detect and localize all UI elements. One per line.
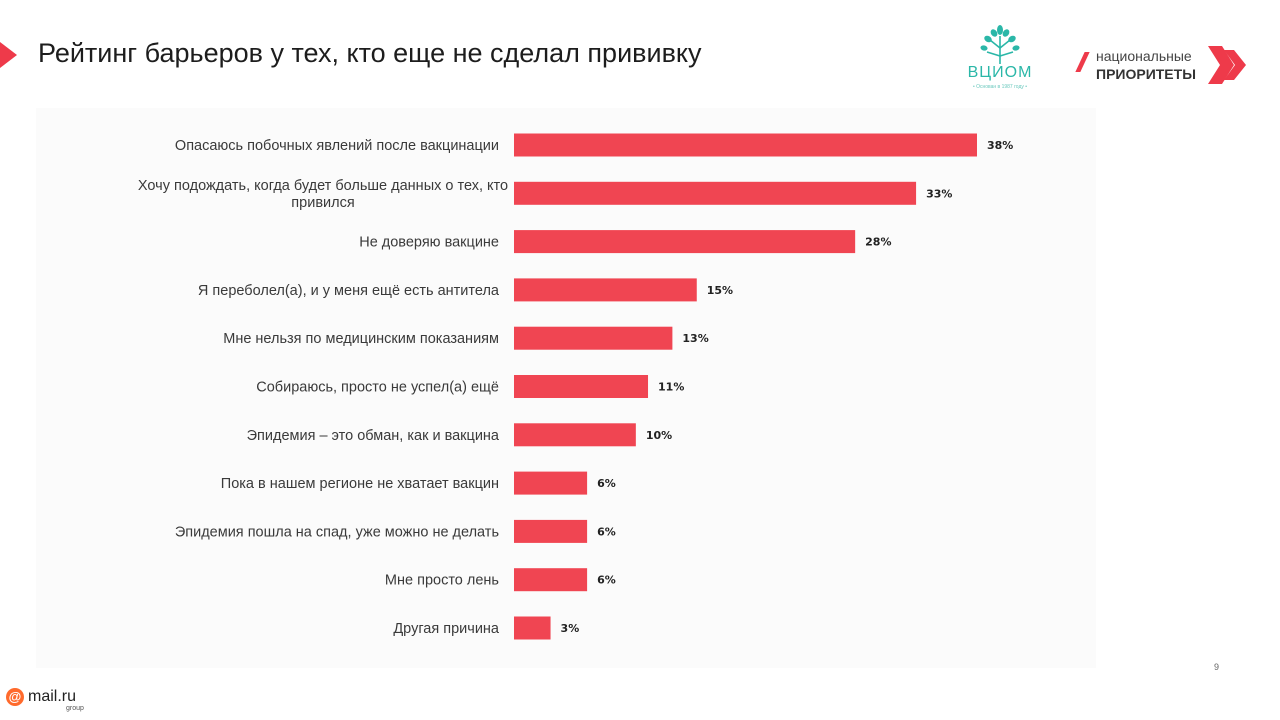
tree-icon [980, 25, 1020, 64]
national-priorities-line2: ПРИОРИТЕТЫ [1096, 66, 1196, 82]
national-priorities-line1: национальные [1096, 48, 1192, 64]
value-label-8: 6% [597, 525, 616, 538]
bar-3 [514, 278, 697, 302]
bar-7 [514, 471, 588, 495]
value-label-1: 33% [926, 187, 952, 200]
wciom-name: ВЦИОМ [967, 64, 1033, 81]
value-label-7: 6% [597, 477, 616, 490]
bar-8 [514, 519, 588, 543]
value-label-3: 15% [707, 284, 733, 297]
bar-6 [514, 423, 636, 447]
bar-10 [514, 616, 551, 640]
bar-1 [514, 181, 917, 205]
slide-title: Рейтинг барьеров у тех, кто еще не сдела… [38, 38, 702, 68]
slide-marker [0, 42, 17, 68]
national-priorities-logo: национальные ПРИОРИТЕТЫ [1075, 42, 1258, 90]
category-label-0: Опасаюсь побочных явлений после вакцинац… [175, 138, 499, 154]
category-label-2: Не доверяю вакцине [359, 235, 499, 251]
wciom-subtitle: • Основан в 1987 году • [972, 84, 1028, 90]
mailru-name: mail.ru [28, 688, 77, 705]
value-label-2: 28% [865, 236, 891, 249]
page-number: 9 [1214, 662, 1220, 672]
category-label-7: Пока в нашем регионе не хватает вакцин [221, 476, 499, 492]
value-label-6: 10% [646, 429, 672, 442]
bar-0 [514, 133, 977, 157]
category-label-3: Я переболел(а), и у меня ещё есть антите… [198, 283, 500, 299]
chart-panel: Опасаюсь побочных явлений после вакцинац… [36, 108, 1096, 668]
value-label-4: 13% [682, 332, 708, 345]
value-label-9: 6% [597, 574, 616, 587]
value-label-0: 38% [987, 139, 1013, 152]
category-label-6: Эпидемия – это обман, как и вакцина [247, 428, 500, 444]
category-label-9: Мне просто лень [385, 573, 499, 589]
bar-2 [514, 230, 856, 254]
wciom-logo: ВЦИОМ • Основан в 1987 году • [948, 22, 1052, 102]
category-label-5: Собираюсь, просто не успел(а) ещё [256, 380, 499, 396]
mailru-group: group [66, 705, 84, 712]
category-label-8: Эпидемия пошла на спад, уже можно не дел… [175, 524, 499, 540]
chevrons-icon [1204, 46, 1246, 84]
bar-5 [514, 375, 649, 398]
at-sign-icon: @ [6, 688, 24, 706]
bar-9 [514, 568, 588, 592]
mailru-logo: @ mail.ru group [6, 688, 96, 716]
category-label-10: Другая причина [393, 621, 500, 637]
category-label-1: Хочу подождать, когда будет больше данны… [138, 178, 508, 211]
value-label-5: 11% [658, 381, 684, 394]
category-label-4: Мне нельзя по медицинским показаниям [223, 331, 499, 347]
value-label-10: 3% [561, 622, 580, 635]
slash-icon [1075, 52, 1090, 72]
bar-chart: Опасаюсь побочных явлений после вакцинац… [138, 133, 1013, 640]
bar-4 [514, 326, 673, 350]
